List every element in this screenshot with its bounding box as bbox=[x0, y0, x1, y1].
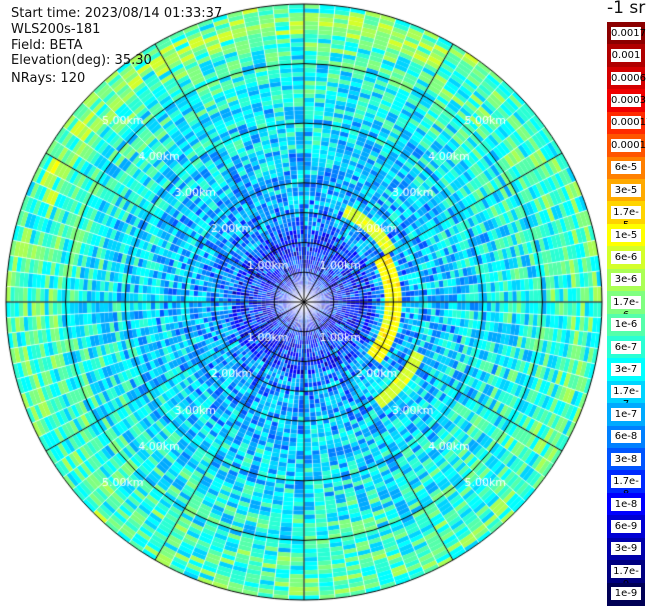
colorbar-tick-label: 6e-7 bbox=[611, 340, 641, 354]
colorbar-tick-label: 3e-6 bbox=[611, 273, 641, 287]
colorbar-tick-label: 1e-6 bbox=[611, 318, 641, 332]
colorbar-tick-label: 0.0006 bbox=[611, 71, 646, 85]
colorbar-tick-label: 3e-7 bbox=[611, 363, 641, 377]
colorbar-tick-label: 0.001 bbox=[611, 49, 641, 63]
colorbar-tick-label: 1.7e-9 bbox=[611, 564, 641, 590]
colorbar-tick-label: 3e-9 bbox=[611, 542, 641, 556]
colorbar-tick-label: 6e-6 bbox=[611, 250, 641, 264]
start-time-label: Start time: 2023/08/14 01:33:37 bbox=[11, 6, 223, 21]
colorbar-tick-label: 3e-8 bbox=[611, 452, 641, 466]
colorbar-tick-label: 6e-5 bbox=[611, 161, 641, 175]
colorbar-tick-label: 6e-8 bbox=[611, 430, 641, 444]
colorbar-units: -1 sr bbox=[607, 0, 646, 18]
colorbar-tick-label: 0.00017 bbox=[611, 116, 647, 130]
colorbar-tick-label: 0.0001 bbox=[611, 138, 646, 152]
colorbar-tick-label: 6e-9 bbox=[611, 520, 641, 534]
ppi-scan-plot bbox=[0, 0, 607, 607]
nrays-label: NRays: 120 bbox=[11, 71, 86, 86]
colorbar-tick-label: 1.7e-6 bbox=[611, 295, 641, 321]
colorbar-tick-label: 1e-5 bbox=[611, 228, 641, 242]
elevation-label: Elevation(deg): 35.30 bbox=[11, 53, 152, 68]
colorbar-tick-label: 1e-8 bbox=[611, 497, 641, 511]
colorbar-tick-label: 1e-7 bbox=[611, 407, 641, 421]
colorbar-tick-label: 1.7e-7 bbox=[611, 385, 641, 410]
instrument-label: WLS200s-181 bbox=[11, 22, 101, 37]
colorbar-tick-label: 0.0003 bbox=[611, 93, 646, 107]
colorbar-tick-label: 0.0017 bbox=[611, 26, 646, 40]
colorbar-tick-label: 1.7e-5 bbox=[611, 206, 641, 231]
field-label: Field: BETA bbox=[11, 38, 83, 53]
colorbar: 0.0017 0.001 0.0006 0.0003 0.00017 0.0001 6e-5… bbox=[607, 22, 647, 606]
colorbar-tick-label: 1e-9 bbox=[611, 587, 641, 601]
colorbar-tick-label: 3e-5 bbox=[611, 183, 641, 197]
colorbar-tick-label: 1.7e-8 bbox=[611, 475, 641, 500]
